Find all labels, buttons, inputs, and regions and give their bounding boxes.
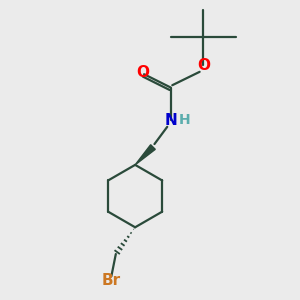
- Text: Br: Br: [102, 273, 121, 288]
- Text: O: O: [136, 64, 149, 80]
- Polygon shape: [135, 145, 155, 165]
- Text: O: O: [197, 58, 210, 73]
- Text: N: N: [164, 113, 177, 128]
- Text: H: H: [178, 113, 190, 127]
